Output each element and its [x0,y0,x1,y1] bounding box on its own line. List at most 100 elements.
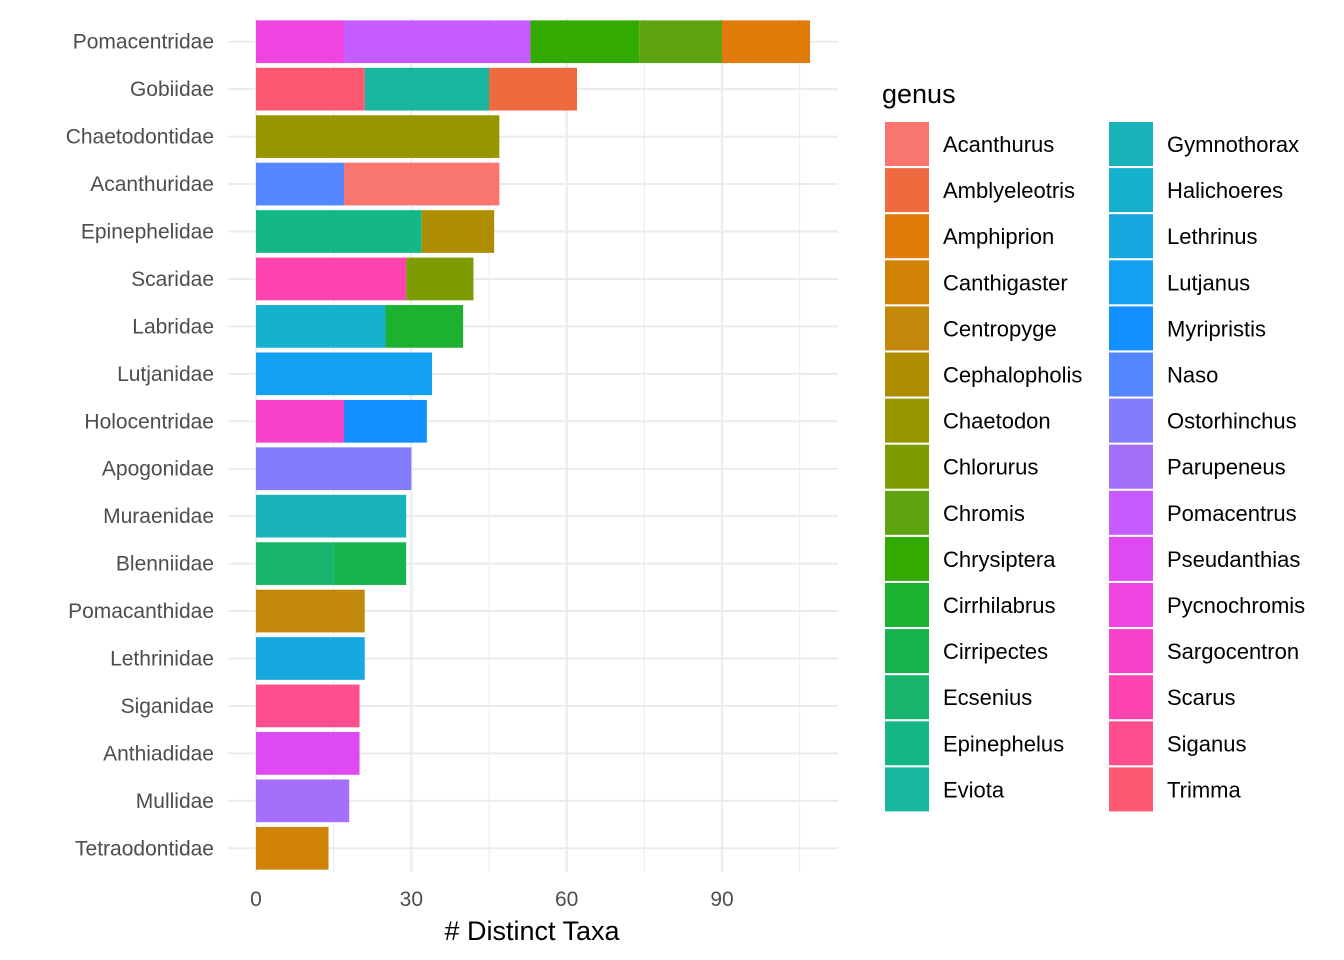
legend-label: Chrysiptera [943,547,1056,572]
category-labels: Pomacentridae Gobiidae Chaetodontidae Acant… [66,31,214,861]
x-tick-label: 0 [250,888,262,911]
category-label: Mullidae [136,790,214,813]
bar-segment-trimma [256,67,365,111]
legend-label: Parupeneus [1167,455,1286,480]
legend-label: Amblyeleotris [943,178,1075,203]
legend-key [885,721,929,766]
legend-key [885,536,929,581]
legend-key [1109,122,1153,166]
legend-item: Siganus [1109,721,1247,766]
legend-key [885,675,929,720]
legend-item: Parupeneus [1109,444,1286,489]
legend-item: Centropyge [885,306,1057,351]
legend-key [1109,675,1153,720]
legend-item: Trimma [1109,767,1241,812]
legend-label: Ecsenius [943,685,1032,710]
legend-key [1109,398,1153,443]
bar-segment-chromis [639,20,722,64]
category-label: Pomacanthidae [68,600,214,623]
legend-label: Lutjanus [1167,270,1250,295]
x-tick-labels: 0 30 60 90 [250,888,734,911]
bar-segment-epinephelus [256,210,422,253]
category-label: Lutjanidae [117,363,214,386]
legend-key [1109,260,1153,305]
legend-item: Pseudanthias [1109,536,1300,581]
legend-item: Epinephelus [885,721,1064,766]
legend-label: Cirrhilabrus [943,593,1055,618]
category-label: Tetraodontidae [75,837,214,860]
legend-label: Chaetodon [943,409,1051,434]
legend-key [1109,168,1153,213]
legend-key [1109,767,1153,812]
legend-label: Cephalopholis [943,363,1082,388]
legend-label: Epinephelus [943,731,1064,756]
bar-segment-ostorhinchus [256,447,412,491]
bar-segment-chlorurus [406,257,474,301]
legend-key [1109,583,1153,627]
legend-item: Halichoeres [1109,168,1283,213]
category-label: Apogonidae [102,458,214,481]
legend-item: Chaetodon [885,398,1051,443]
category-label: Gobiidae [130,78,214,101]
legend-key [885,260,929,305]
legend-key [885,490,929,535]
bar-segment-eviota [364,67,489,111]
category-label: Siganidae [121,695,214,718]
bar-segment-chaetodon [256,115,500,158]
bar-segment-cephalopholis [421,210,495,253]
legend-item: Ecsenius [885,675,1032,720]
x-tick-label: 60 [555,888,578,911]
legend-label: Chromis [943,501,1025,526]
legend-key [885,122,929,166]
category-label: Blenniidae [116,553,214,576]
legend-item: Amblyeleotris [885,168,1075,213]
x-axis-title: # Distinct Taxa [444,916,620,946]
legend-item: Cirripectes [885,629,1048,674]
legend-item: Scarus [1109,675,1235,720]
bar-segment-scarus [256,257,407,301]
legend-title: genus [882,79,956,109]
legend-key [1109,536,1153,581]
category-label: Pomacentridae [73,31,214,54]
legend-label: Siganus [1167,731,1247,756]
category-label: Chaetodontidae [66,126,214,149]
legend-key [885,583,929,627]
legend-item: Naso [1109,352,1218,397]
bar-segment-naso [256,162,345,206]
bar-segment-cirrhilabrus [385,305,464,348]
legend-label: Scarus [1167,685,1235,710]
legend-item: Ostorhinchus [1109,398,1297,443]
legend-key [1109,352,1153,397]
bar-segment-ecsenius [256,542,334,585]
legend-label: Sargocentron [1167,639,1299,664]
bar-segment-canthigaster [256,826,329,870]
legend-key [885,168,929,213]
legend-label: Cirripectes [943,639,1048,664]
legend-item: Eviota [885,767,1005,812]
legend-key [885,306,929,351]
legend-label: Halichoeres [1167,178,1283,203]
legend-key [1109,214,1153,259]
legend-key [1109,306,1153,351]
legend-label: Pycnochromis [1167,593,1305,618]
legend-item: Chlorurus [885,444,1038,489]
category-label: Muraenidae [103,505,214,528]
bar-segment-lethrinus [256,637,365,680]
category-label: Anthiadidae [103,742,214,765]
category-label: Labridae [132,315,214,338]
legend-item: Lethrinus [1109,214,1258,259]
legend-item: Myripristis [1109,306,1266,351]
legend-label: Ostorhinchus [1167,409,1297,434]
bar-segment-amphiprion [722,20,811,64]
legend-key [1109,444,1153,489]
legend-label: Gymnothorax [1167,132,1299,157]
bar-segment-cirripectes [333,542,407,585]
legend-label: Chlorurus [943,455,1038,480]
legend-item: Chromis [885,490,1025,535]
legend-item: Sargocentron [1109,629,1299,674]
legend-item: Pomacentrus [1109,490,1297,535]
bar-segment-sargocentron [256,399,345,443]
legend-item: Chrysiptera [885,536,1056,581]
category-label: Epinephelidae [81,221,214,244]
legend-key [1109,490,1153,535]
